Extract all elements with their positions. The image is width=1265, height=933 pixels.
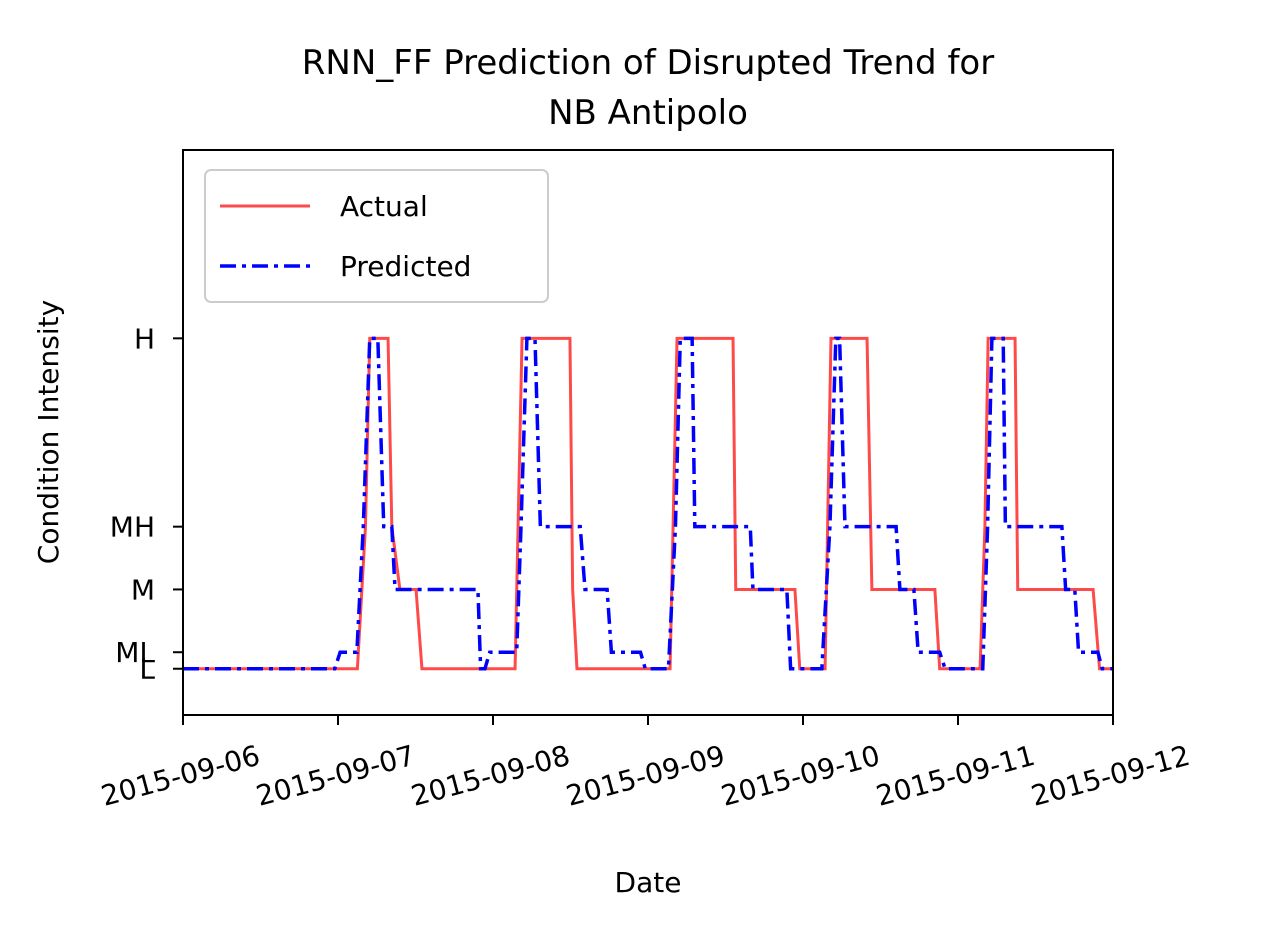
y-tick-label: MH [110,511,155,544]
series-line [183,336,1113,671]
y-tick-label: H [134,322,155,355]
x-axis-label: Date [615,866,682,899]
chart-title: NB Antipolo [548,93,748,133]
legend-box [204,169,549,303]
y-tick-label: M [131,573,155,606]
legend-label: Predicted [340,250,471,283]
chart-title: RNN_FF Prediction of Disrupted Trend for [302,43,994,83]
y-tick-label: ML [115,636,155,669]
y-tick-label: L [139,653,155,686]
series-line [183,336,1113,671]
plot-frame [182,149,1114,716]
legend-label: Actual [340,190,428,223]
y-axis-label: Condition Intensity [32,300,65,564]
